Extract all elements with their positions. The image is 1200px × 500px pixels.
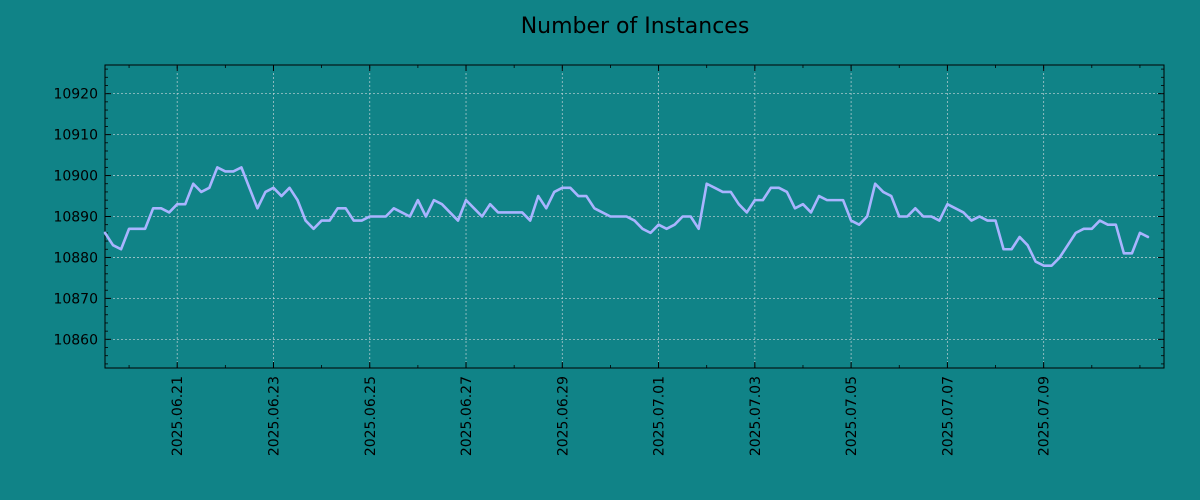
series-layer <box>103 166 1150 267</box>
x-tick-label: 2025.06.27 <box>459 376 475 456</box>
x-tick-label: 2025.06.23 <box>266 376 282 456</box>
x-tick-label: 2025.06.21 <box>170 376 186 456</box>
x-tick-label: 2025.06.25 <box>363 376 379 456</box>
y-tick-label: 10910 <box>53 128 98 144</box>
chart-title: Number of Instances <box>520 14 750 39</box>
y-tick-label: 10860 <box>53 332 98 348</box>
y-tick-label: 10920 <box>53 87 98 103</box>
x-tick-label: 2025.07.07 <box>940 376 956 456</box>
y-tick-label: 10880 <box>53 250 98 266</box>
y-tick-label: 10900 <box>53 169 98 185</box>
x-tick-label: 2025.07.01 <box>652 376 668 456</box>
x-tick-label: 2025.07.03 <box>748 376 764 456</box>
axis-layer: 10860 10870 10880 10890 10900 10910 10920 2025.… <box>53 65 1164 456</box>
grid-layer <box>105 65 1164 368</box>
y-tick-label: 10890 <box>53 210 98 226</box>
x-tick-label: 2025.07.09 <box>1037 376 1053 456</box>
x-tick-label: 2025.07.05 <box>844 376 860 456</box>
y-tick-label: 10870 <box>53 291 98 307</box>
series-line <box>103 166 1150 267</box>
x-tick-label: 2025.06.29 <box>555 376 571 456</box>
